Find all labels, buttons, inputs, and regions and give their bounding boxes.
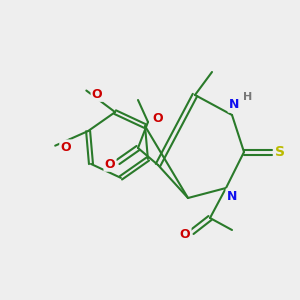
Text: S: S	[275, 145, 285, 159]
Text: O: O	[153, 112, 163, 124]
Text: O: O	[61, 141, 71, 154]
Text: O: O	[92, 88, 102, 100]
Text: N: N	[229, 98, 239, 112]
Text: O: O	[180, 227, 190, 241]
Text: H: H	[243, 92, 253, 102]
Text: N: N	[227, 190, 237, 202]
Text: O: O	[105, 158, 115, 170]
